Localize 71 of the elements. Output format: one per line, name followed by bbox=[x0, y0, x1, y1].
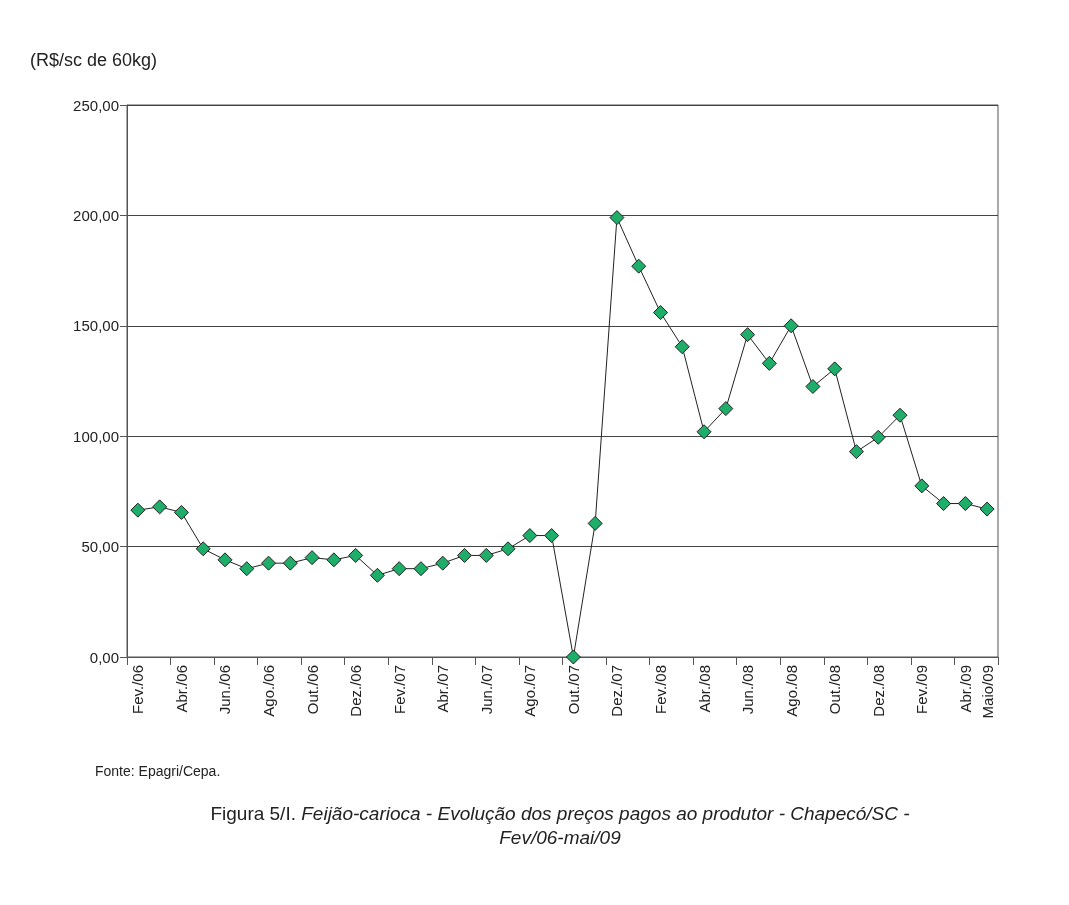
point bbox=[696, 424, 712, 440]
point bbox=[848, 444, 864, 460]
x-tick-label: Abr./09 bbox=[956, 665, 974, 713]
x-tick-label: Fev./07 bbox=[390, 665, 408, 714]
text: Figura 5/I. bbox=[210, 803, 296, 824]
point bbox=[369, 567, 385, 583]
y-tick-label: 100,00 bbox=[73, 427, 119, 445]
point bbox=[195, 541, 211, 557]
point bbox=[914, 478, 930, 494]
point bbox=[304, 550, 320, 566]
point bbox=[152, 499, 168, 515]
x-tick-label: Abr./08 bbox=[695, 665, 713, 713]
x-tick-label: Maio/09 bbox=[978, 665, 996, 719]
y-axis-title: (R$/sc de 60kg) bbox=[30, 50, 158, 71]
point bbox=[239, 561, 255, 577]
point bbox=[261, 555, 277, 571]
x-tick-label: Jun./06 bbox=[216, 665, 234, 715]
x-tick-label: Dez./06 bbox=[347, 665, 365, 717]
point bbox=[173, 504, 189, 520]
point bbox=[870, 429, 886, 445]
point bbox=[500, 541, 516, 557]
point bbox=[457, 547, 473, 563]
x-tick-label: Abr./06 bbox=[172, 665, 190, 713]
x-tick-label: Fev./09 bbox=[913, 665, 931, 714]
point bbox=[282, 555, 298, 571]
point bbox=[587, 515, 603, 531]
x-tick-label: Jun./07 bbox=[477, 665, 495, 715]
point bbox=[609, 210, 625, 226]
point bbox=[130, 502, 146, 518]
point bbox=[892, 407, 908, 423]
x-tick-label: Abr./07 bbox=[434, 665, 452, 713]
y-tick-label: 50,00 bbox=[81, 538, 119, 556]
point bbox=[435, 555, 451, 571]
point bbox=[544, 528, 560, 544]
point bbox=[217, 552, 233, 568]
point bbox=[979, 501, 995, 517]
x-tick-label: Dez./07 bbox=[608, 665, 626, 717]
x-tick-label: Fev./08 bbox=[651, 665, 669, 714]
point bbox=[718, 401, 734, 417]
x-tick-label: Out./07 bbox=[564, 665, 582, 715]
point bbox=[631, 258, 647, 274]
source-note: Fonte: Epagri/Cepa. bbox=[95, 763, 221, 779]
y-tick-label: 250,00 bbox=[73, 96, 119, 114]
point bbox=[478, 547, 494, 563]
y-tick-label: 150,00 bbox=[73, 317, 119, 335]
x-tick-label: Out./06 bbox=[303, 665, 321, 715]
x-tick-label: Ago./07 bbox=[521, 665, 539, 717]
point bbox=[326, 552, 342, 568]
point bbox=[805, 379, 821, 395]
point bbox=[674, 339, 690, 355]
x-tick-label: Fev./06 bbox=[129, 665, 147, 714]
text: Feijão-carioca - Evolução dos preços pagos ao produtor - Chapecó/SC - Fev/06-mai/09 bbox=[301, 803, 910, 848]
x-tick-label: Jun./08 bbox=[739, 665, 757, 715]
point bbox=[522, 528, 538, 544]
y-tick-label: 200,00 bbox=[73, 206, 119, 224]
point bbox=[827, 361, 843, 377]
x-tick-label: Out./08 bbox=[826, 665, 844, 715]
point bbox=[936, 496, 952, 512]
point bbox=[391, 561, 407, 577]
x-tick-label: Dez./08 bbox=[869, 665, 887, 717]
point bbox=[348, 547, 364, 563]
point bbox=[565, 649, 581, 665]
point bbox=[783, 318, 799, 334]
y-tick-label: 0,00 bbox=[89, 648, 119, 666]
point bbox=[761, 355, 777, 371]
point bbox=[413, 561, 429, 577]
x-tick-label: Ago./06 bbox=[260, 665, 278, 717]
point bbox=[740, 327, 756, 343]
point bbox=[957, 496, 973, 512]
point bbox=[652, 305, 668, 321]
x-tick-label: Ago./08 bbox=[782, 665, 800, 717]
